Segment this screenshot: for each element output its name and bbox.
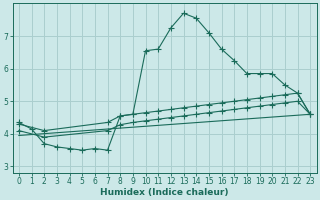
- X-axis label: Humidex (Indice chaleur): Humidex (Indice chaleur): [100, 188, 229, 197]
